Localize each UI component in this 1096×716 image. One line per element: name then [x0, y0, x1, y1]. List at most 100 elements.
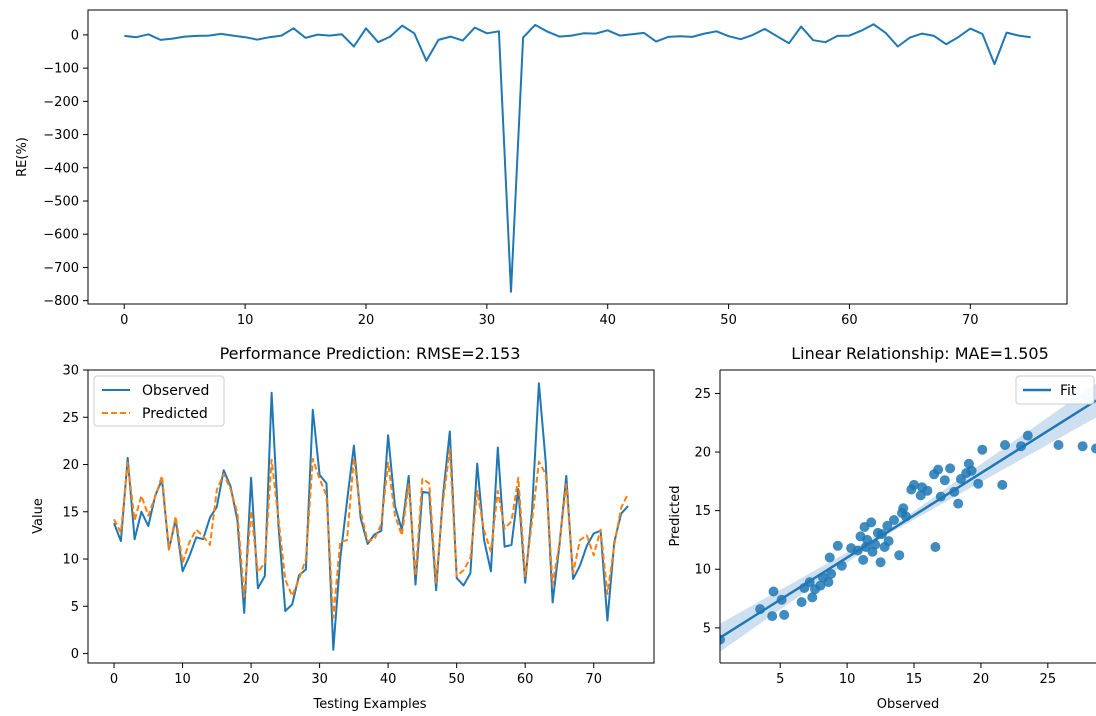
scatter-y-tick-label: 15: [694, 504, 711, 519]
series-line-predicted: [113, 448, 629, 619]
prediction-x-tick-label: 20: [243, 672, 260, 687]
prediction-x-axis-label: Testing Examples: [312, 697, 426, 712]
legend-label-fit: Fit: [1060, 383, 1077, 399]
scatter-x-tick-label: 20: [973, 672, 990, 687]
scatter-point: [823, 577, 834, 588]
prediction-y-tick-label: 5: [71, 600, 79, 615]
linear-relationship-panel: Linear Relationship: MAE=1.505 5 10 15 20 25…: [668, 344, 1096, 712]
prediction-x-tick-label: 70: [585, 672, 602, 687]
relative-error-panel: 0 10 20 30 40 50 60 70 0 −100 −200 −300 −400 −500 −600…: [15, 9, 1068, 328]
re-y-tick-label: −800: [43, 294, 79, 309]
re-y-tick-label: −600: [43, 228, 79, 243]
scatter-point: [922, 485, 933, 496]
prediction-y-tick-label: 10: [62, 553, 79, 568]
scatter-x-tick-label: 5: [776, 672, 784, 687]
prediction-x-tick-label: 50: [448, 672, 465, 687]
re-y-tick-label: −700: [43, 261, 79, 276]
scatter-point: [933, 464, 944, 475]
re-y-tick-label: −500: [43, 195, 79, 210]
prediction-y-tick-label: 30: [62, 364, 79, 379]
performance-prediction-title: Performance Prediction: RMSE=2.153: [220, 344, 521, 363]
prediction-y-tick-label: 25: [62, 411, 79, 426]
prediction-legend-box: [93, 375, 225, 427]
prediction-x-tick-label: 30: [311, 672, 328, 687]
scatter-point: [909, 479, 919, 490]
re-x-tick-label: 50: [720, 313, 737, 328]
prediction-y-tick-label: 20: [62, 458, 79, 473]
scatter-point: [898, 503, 909, 514]
scatter-x-tick-label: 25: [1040, 672, 1057, 687]
scatter-point: [1000, 440, 1010, 450]
scatter-point: [1053, 440, 1064, 450]
scatter-point: [889, 515, 899, 525]
re-y-tick-label: −100: [43, 62, 79, 77]
re-y-tick-label: −300: [43, 128, 79, 143]
re-y-tick-label: −400: [43, 161, 79, 176]
scatter-y-tick-label: 25: [694, 387, 711, 402]
scatter-point: [966, 465, 977, 476]
scatter-point: [945, 463, 956, 474]
prediction-y-axis-label: Value: [31, 498, 46, 534]
prediction-y-tick-label: 15: [62, 505, 79, 520]
prediction-legend: Observed Predicted: [93, 375, 225, 427]
re-y-tick-label: −200: [43, 95, 79, 110]
re-x-tick-label: 40: [599, 313, 616, 328]
linear-relationship-title: Linear Relationship: MAE=1.505: [791, 344, 1049, 363]
scatter-point: [997, 479, 1008, 490]
legend-label-predicted: Predicted: [142, 406, 208, 422]
scatter-point: [930, 542, 941, 552]
scatter-point: [894, 550, 905, 561]
scatter-point: [826, 568, 837, 579]
scatter-point: [779, 609, 790, 620]
scatter-y-tick-label: 5: [703, 621, 711, 636]
scatter-point: [858, 554, 869, 565]
re-x-tick-label: 60: [841, 313, 858, 328]
prediction-y-tick-label: 0: [71, 647, 79, 662]
scatter-point: [875, 557, 886, 568]
performance-prediction-panel: Performance Prediction: RMSE=2.153 0 10 20…: [31, 344, 655, 712]
relative-error-line: [124, 23, 1031, 293]
scatter-y-tick-label: 20: [694, 446, 711, 461]
scatter-point: [1022, 430, 1033, 441]
re-frame: [87, 9, 1068, 305]
re-x-tick-label: 10: [237, 313, 254, 328]
scatter-point: [824, 552, 835, 563]
fit-line: [720, 399, 1096, 639]
scatter-point: [767, 611, 778, 622]
re-x-tick-label: 20: [358, 313, 375, 328]
legend-label-observed: Observed: [142, 383, 209, 399]
scatter-point: [1091, 443, 1096, 454]
scatter-legend-box: [1015, 375, 1095, 405]
scatter-y-axis-label: Predicted: [668, 485, 683, 546]
prediction-x-tick-label: 60: [517, 672, 534, 687]
scatter-point: [953, 498, 964, 509]
scatter-point: [796, 597, 807, 608]
relative-error-y-axis-label: RE(%): [15, 137, 30, 177]
scatter-x-tick-label: 10: [839, 672, 856, 687]
scatter-point: [883, 536, 894, 547]
scatter-point: [832, 540, 843, 551]
scatter-point: [973, 478, 984, 489]
re-x-tick-label: 70: [962, 313, 979, 328]
re-x-tick-label: 0: [120, 313, 128, 328]
scatter-point: [1077, 441, 1088, 452]
scatter-point: [882, 520, 893, 531]
prediction-frame: [87, 369, 655, 664]
scatter-point: [815, 580, 826, 591]
re-y-tick-label: 0: [71, 28, 79, 43]
scatter-point: [807, 592, 818, 603]
prediction-x-tick-label: 40: [380, 672, 397, 687]
scatter-y-tick-label: 10: [694, 563, 711, 578]
scatter-point: [977, 444, 988, 455]
scatter-x-axis-label: Observed: [877, 697, 940, 712]
scatter-x-tick-label: 15: [906, 672, 923, 687]
scatter-plot-area: [720, 383, 1096, 652]
scatter-point: [768, 586, 779, 597]
re-x-tick-label: 30: [479, 313, 496, 328]
prediction-x-tick-label: 10: [174, 672, 191, 687]
scatter-point: [939, 475, 950, 486]
scatter-legend: Fit: [1015, 375, 1095, 405]
prediction-x-tick-label: 0: [110, 672, 118, 687]
scatter-point: [866, 517, 877, 528]
